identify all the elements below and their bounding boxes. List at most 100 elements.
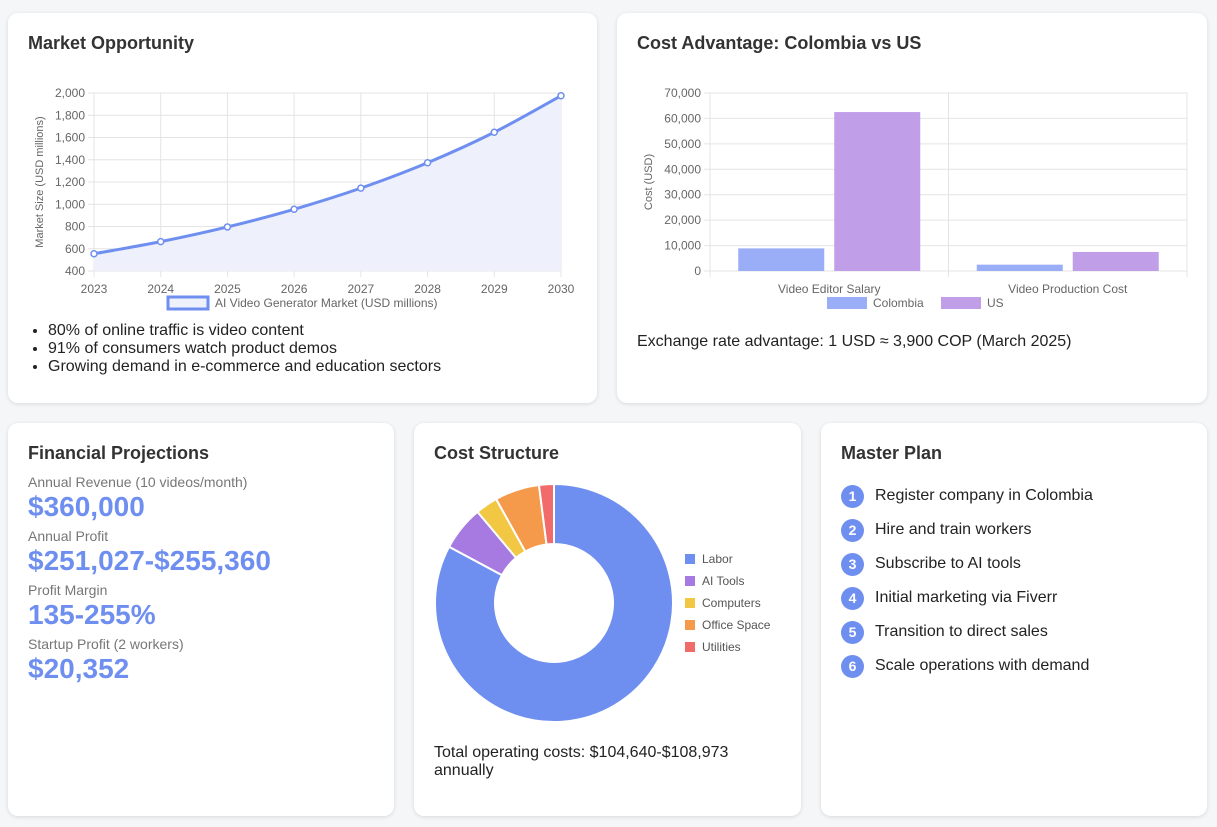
slice-utilities xyxy=(537,482,555,546)
cost-advantage-card: Cost Advantage: Colombia vs US 70,000 60,… xyxy=(617,13,1207,403)
data-point xyxy=(557,92,565,100)
y-tick-label: 1,600 xyxy=(55,131,85,145)
plan-step: 1 Register company in Colombia xyxy=(841,479,1093,513)
plan-step: 4 Initial marketing via Fiverr xyxy=(841,581,1093,615)
bar-colombia xyxy=(976,264,1063,271)
step-number: 1 xyxy=(841,484,864,508)
fin-label: Profit Margin xyxy=(28,582,108,598)
step-text: Scale operations with demand xyxy=(875,657,1090,674)
legend-label: Computers xyxy=(702,596,761,610)
legend-swatch xyxy=(827,297,867,309)
legend-swatch xyxy=(941,297,981,309)
card-title: Cost Advantage: Colombia vs US xyxy=(637,33,922,53)
legend-label: Labor xyxy=(702,552,733,566)
y-tick-label: 30,000 xyxy=(664,188,701,202)
step-text: Hire and train workers xyxy=(875,521,1032,538)
data-point xyxy=(223,223,232,231)
card-title: Market Opportunity xyxy=(28,33,195,53)
market-bullets: 80% of online traffic is video content 9… xyxy=(48,322,441,376)
y-tick-label: 1,400 xyxy=(55,153,85,167)
fin-item: Annual Profit $251,027-$255,360 xyxy=(28,528,374,578)
bar-us xyxy=(834,112,921,271)
x-tick-label: 2027 xyxy=(348,282,375,296)
exchange-rate-note: Exchange rate advantage: 1 USD ≈ 3,900 C… xyxy=(637,333,1072,350)
plan-step: 2 Hire and train workers xyxy=(841,513,1093,547)
fin-value: 135-255% xyxy=(28,599,156,630)
legend-swatch xyxy=(685,620,695,630)
plan-step: 5 Transition to direct sales xyxy=(841,615,1093,649)
bullet-item: 91% of consumers watch product demos xyxy=(48,340,441,358)
fin-label: Annual Profit xyxy=(28,528,109,544)
card-title: Cost Structure xyxy=(434,443,560,463)
fin-value: $20,352 xyxy=(28,653,130,684)
legend-label: AI Video Generator Market (USD millions) xyxy=(215,296,438,310)
bar-us xyxy=(1072,251,1159,271)
bullet-item: 80% of online traffic is video content xyxy=(48,322,441,340)
step-number: 4 xyxy=(841,586,864,610)
legend-label: US xyxy=(987,296,1004,310)
y-tick-label: 800 xyxy=(65,220,85,234)
data-point xyxy=(290,205,298,214)
plan-steps: 1 Register company in Colombia 2 Hire an… xyxy=(841,479,1093,683)
fin-label: Startup Profit (2 workers) xyxy=(28,636,184,652)
y-tick-label: 50,000 xyxy=(664,137,701,151)
legend-swatch xyxy=(166,295,210,311)
legend-swatch xyxy=(685,642,695,652)
data-point xyxy=(156,237,165,246)
fin-item: Profit Margin 135-255% xyxy=(28,582,374,632)
x-tick-label: 2024 xyxy=(147,282,174,296)
y-tick-label: 60,000 xyxy=(664,111,701,125)
legend-label: Office Space xyxy=(702,618,771,632)
legend-swatch xyxy=(685,598,695,608)
x-tick-label: 2029 xyxy=(481,282,508,296)
y-tick-label: 1,200 xyxy=(55,175,85,189)
fin-value: $251,027-$255,360 xyxy=(28,545,271,576)
legend-label: Colombia xyxy=(873,296,924,310)
card-title: Master Plan xyxy=(841,443,943,463)
financial-projections-card: Financial Projections Annual Revenue (10… xyxy=(8,423,394,816)
market-opportunity-card: Market Opportunity 2,000 1,800 1,600 1,400 1… xyxy=(8,13,597,403)
y-axis-label: Cost (USD) xyxy=(643,154,655,210)
cost-structure-donut-chart: Labor AI Tools Computers Office Space Utilit… xyxy=(434,482,771,723)
legend-swatch xyxy=(685,576,695,586)
y-axis-label: Market Size (USD millions) xyxy=(34,116,46,247)
y-tick-label: 400 xyxy=(65,264,85,278)
y-tick-label: 20,000 xyxy=(664,213,701,227)
step-number: 6 xyxy=(841,654,864,678)
y-tick-label: 70,000 xyxy=(664,86,701,100)
y-tick-label: 0 xyxy=(694,264,701,278)
x-tick-label: Video Production Cost xyxy=(1008,282,1128,296)
step-number: 5 xyxy=(841,620,864,644)
slice-labor xyxy=(434,482,674,723)
step-text: Subscribe to AI tools xyxy=(875,555,1021,572)
fin-value: $360,000 xyxy=(28,491,145,522)
master-plan-card: Master Plan 1 Register company in Colomb… xyxy=(821,423,1207,816)
bar-colombia xyxy=(738,248,825,271)
x-tick-label: 2025 xyxy=(214,282,241,296)
plan-step: 3 Subscribe to AI tools xyxy=(841,547,1093,581)
step-number: 2 xyxy=(841,518,864,542)
cost-bar-chart: 70,000 60,000 50,000 40,000 30,000 20,000 10,0… xyxy=(643,86,1188,310)
data-point xyxy=(90,250,98,258)
fin-item: Annual Revenue (10 videos/month) $360,00… xyxy=(28,474,374,524)
x-tick-label: 2023 xyxy=(81,282,108,296)
y-tick-label: 2,000 xyxy=(55,86,85,100)
plan-step: 6 Scale operations with demand xyxy=(841,649,1093,683)
y-tick-label: 40,000 xyxy=(664,162,701,176)
total-operating-costs: Total operating costs: $104,640-$108,973… xyxy=(434,744,729,779)
step-number: 3 xyxy=(841,552,864,576)
y-tick-label: 10,000 xyxy=(664,239,701,253)
x-tick-label: 2030 xyxy=(548,282,575,296)
y-tick-label: 600 xyxy=(65,242,85,256)
x-tick-label: 2026 xyxy=(281,282,308,296)
x-tick-label: 2028 xyxy=(414,282,441,296)
cost-structure-card: Cost Structure Labor AI Tools Computers Off… xyxy=(414,423,801,816)
area-fill xyxy=(94,95,561,271)
card-title: Financial Projections xyxy=(28,443,210,463)
x-tick-label: Video Editor Salary xyxy=(778,282,881,296)
y-tick-label: 1,000 xyxy=(55,197,85,211)
bullet-item: Growing demand in e-commerce and educati… xyxy=(48,358,441,376)
y-tick-label: 1,800 xyxy=(55,108,85,122)
step-text: Register company in Colombia xyxy=(875,487,1093,504)
data-point xyxy=(357,184,365,192)
